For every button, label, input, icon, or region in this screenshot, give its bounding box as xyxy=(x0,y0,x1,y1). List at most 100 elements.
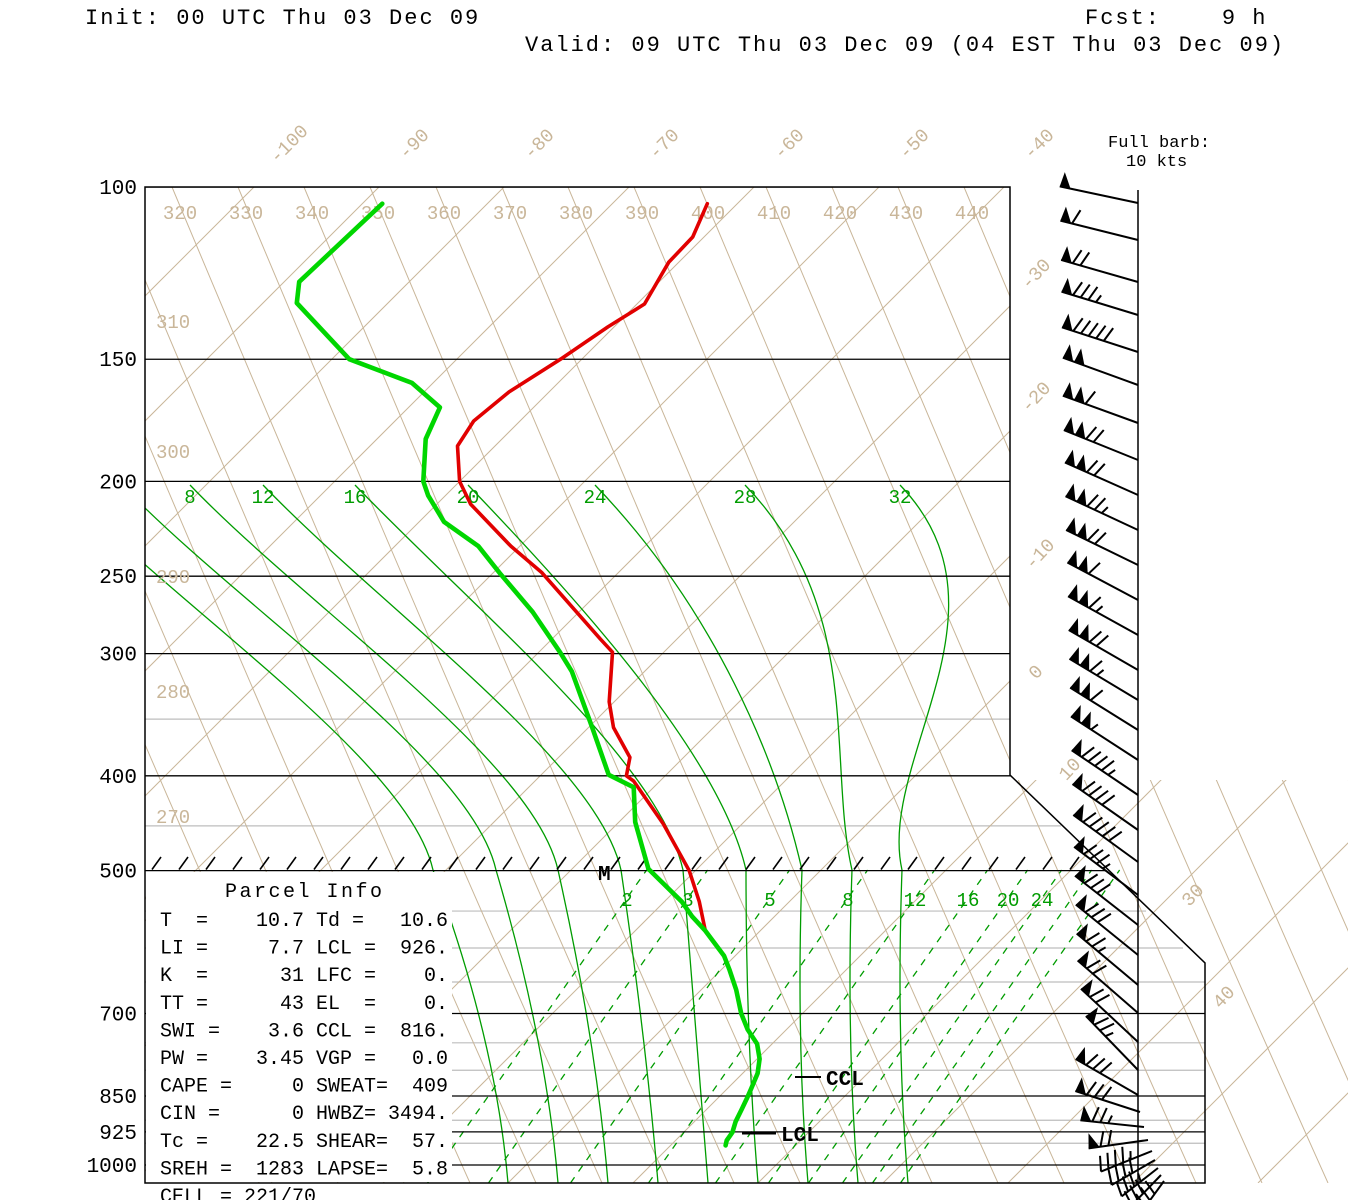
svg-text:-70: -70 xyxy=(645,125,685,165)
svg-text:M: M xyxy=(598,864,611,887)
svg-text:420: 420 xyxy=(823,203,857,225)
wind-barb xyxy=(1073,836,1139,896)
wind-barb xyxy=(1071,738,1139,796)
wind-barb xyxy=(1070,704,1139,761)
wind-barb xyxy=(1107,1157,1156,1186)
sounding-profiles xyxy=(294,201,762,1148)
svg-text:Tc = 22.5 SHEAR= 57.: Tc = 22.5 SHEAR= 57. xyxy=(160,1131,448,1154)
svg-text:-20: -20 xyxy=(1017,378,1056,418)
svg-text:250: 250 xyxy=(99,567,137,590)
svg-text:-40: -40 xyxy=(1020,125,1060,165)
svg-text:16: 16 xyxy=(344,487,367,509)
wind-barb xyxy=(1072,804,1139,863)
svg-text:24: 24 xyxy=(1031,890,1054,912)
svg-text:SREH = 1283 LAPSE= 5.8: SREH = 1283 LAPSE= 5.8 xyxy=(160,1158,448,1181)
svg-text:360: 360 xyxy=(427,203,461,225)
svg-text:390: 390 xyxy=(625,203,659,225)
wind-barb xyxy=(1080,1105,1145,1128)
svg-text:1000: 1000 xyxy=(87,1156,137,1179)
svg-text:-100: -100 xyxy=(266,121,314,169)
svg-text:CELL = 221/70: CELL = 221/70 xyxy=(160,1186,316,1200)
svg-text:TT = 43 EL = 0.: TT = 43 EL = 0. xyxy=(160,993,448,1016)
wind-barb xyxy=(1063,416,1139,461)
svg-text:290: 290 xyxy=(156,567,190,589)
wind-barb xyxy=(1068,618,1139,671)
hatch-ticks-500 xyxy=(151,856,1080,870)
parcel-info-title: Parcel Info xyxy=(225,881,385,904)
wind-barb xyxy=(1135,1180,1165,1200)
svg-text:K = 31 LFC = 0.: K = 31 LFC = 0. xyxy=(160,965,448,988)
svg-text:0: 0 xyxy=(1024,661,1048,684)
init-time-label: Init: 00 UTC Thu 03 Dec 09 xyxy=(85,6,481,31)
wind-barb xyxy=(1065,517,1139,566)
moist-adiabat-labels: 8 12 16 20 24 28 32 xyxy=(184,487,911,509)
wind-barb xyxy=(1074,865,1139,926)
wind-barb xyxy=(1076,950,1139,1014)
svg-text:LCL: LCL xyxy=(781,1125,819,1148)
svg-text:8: 8 xyxy=(184,487,195,509)
wind-barb xyxy=(1061,313,1139,353)
svg-text:280: 280 xyxy=(156,682,190,704)
svg-text:300: 300 xyxy=(99,645,137,668)
wind-barb xyxy=(1066,550,1139,601)
svg-text:340: 340 xyxy=(295,203,329,225)
svg-text:CIN = 0 HWBZ= 3494.: CIN = 0 HWBZ= 3494. xyxy=(160,1103,448,1126)
wind-barb xyxy=(1075,1077,1141,1113)
wind-barb xyxy=(1088,1129,1149,1150)
level-annotations: M CCL LCL xyxy=(598,864,864,1148)
svg-text:CCL: CCL xyxy=(826,1069,864,1092)
svg-text:400: 400 xyxy=(99,767,137,790)
svg-text:24: 24 xyxy=(584,487,607,509)
svg-text:-90: -90 xyxy=(395,125,435,165)
svg-text:150: 150 xyxy=(99,350,137,373)
svg-text:32: 32 xyxy=(889,487,912,509)
svg-text:20: 20 xyxy=(997,890,1020,912)
svg-text:440: 440 xyxy=(955,203,989,225)
svg-text:850: 850 xyxy=(99,1087,137,1110)
wind-barb xyxy=(1069,675,1139,731)
wind-barb xyxy=(1064,449,1139,496)
wind-barb xyxy=(1062,344,1139,386)
wind-legend-line1: Full barb: xyxy=(1108,134,1210,153)
svg-text:SWI = 3.6 CCL = 816.: SWI = 3.6 CCL = 816. xyxy=(160,1020,448,1043)
svg-text:310: 310 xyxy=(156,312,190,334)
svg-text:320: 320 xyxy=(163,203,197,225)
wind-barb xyxy=(1061,277,1139,316)
wind-barb xyxy=(1059,172,1139,204)
svg-text:430: 430 xyxy=(889,203,923,225)
forecast-hour-label: Fcst: 9 h xyxy=(1085,6,1268,31)
svg-text:16: 16 xyxy=(957,890,980,912)
wind-barb xyxy=(1060,206,1139,241)
svg-text:-80: -80 xyxy=(520,125,560,165)
svg-text:12: 12 xyxy=(904,890,927,912)
wind-barb xyxy=(1115,1167,1159,1198)
wind-barb xyxy=(1076,923,1139,986)
svg-text:30: 30 xyxy=(1178,880,1210,912)
svg-text:5: 5 xyxy=(764,890,775,912)
dry-adiabat-labels: 320 330 340 350 360 370 380 390 400 410 420 430 4403… xyxy=(156,203,989,829)
svg-text:-60: -60 xyxy=(770,125,810,165)
svg-text:-10: -10 xyxy=(1021,535,1060,575)
wind-barb xyxy=(1075,894,1139,956)
svg-text:LI = 7.7 LCL = 926.: LI = 7.7 LCL = 926. xyxy=(160,938,448,961)
svg-text:40: 40 xyxy=(1209,982,1241,1014)
svg-text:270: 270 xyxy=(156,807,190,829)
wind-barb xyxy=(1075,1047,1139,1096)
mixing-ratio-labels: 2 3 5 8 12 16 20 24 xyxy=(621,890,1053,912)
wind-barb xyxy=(1123,1174,1162,1200)
wind-barb xyxy=(1080,979,1139,1043)
parcel-info-box: Parcel Info T = 10.7 Td = 10.6 LI = 7.7 LC… xyxy=(146,872,452,1200)
svg-text:370: 370 xyxy=(493,203,527,225)
svg-text:PW = 3.45 VGP = 0.0: PW = 3.45 VGP = 0.0 xyxy=(160,1048,448,1071)
svg-text:100: 100 xyxy=(99,178,137,201)
moist-adiabat-lines xyxy=(145,484,950,1183)
wind-legend-line2: 10 kts xyxy=(1126,153,1187,172)
svg-text:200: 200 xyxy=(99,472,137,495)
wind-barb xyxy=(1065,483,1139,531)
valid-time-label: Valid: 09 UTC Thu 03 Dec 09 (04 EST Thu … xyxy=(525,33,1286,58)
svg-text:3: 3 xyxy=(682,890,693,912)
svg-text:700: 700 xyxy=(99,1005,137,1028)
wind-barb xyxy=(1062,382,1139,424)
svg-text:2: 2 xyxy=(621,890,632,912)
